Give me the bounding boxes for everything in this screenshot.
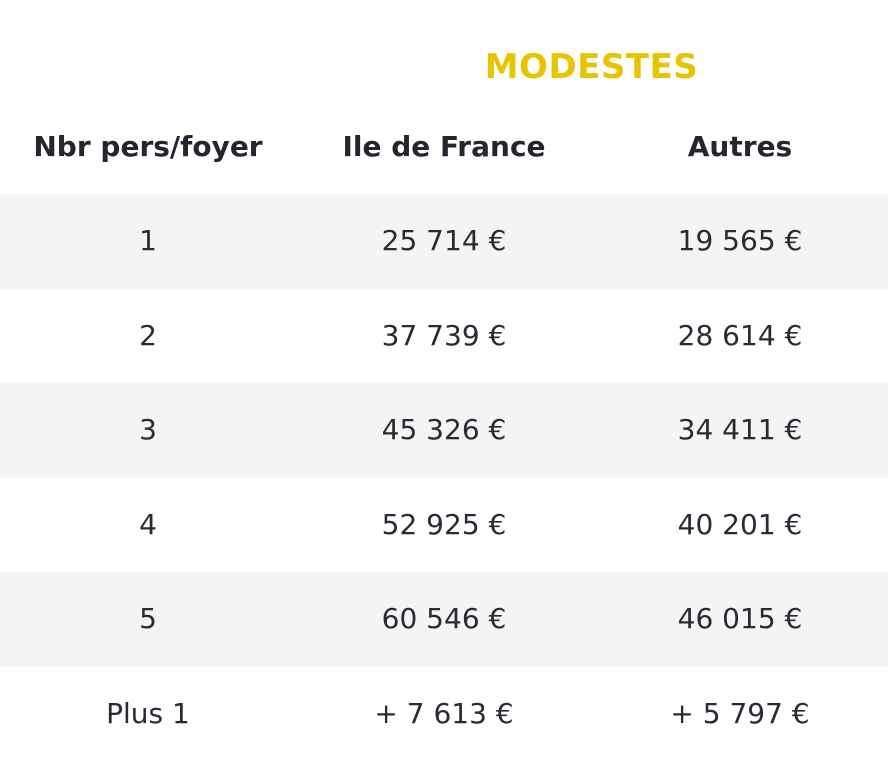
cell-autres: 46 015 € bbox=[677, 602, 803, 636]
cell-household-size: 1 bbox=[139, 224, 157, 258]
header-autres: Autres bbox=[687, 130, 793, 163]
header-household-size: Nbr pers/foyer bbox=[33, 130, 263, 163]
table-row: 4 52 925 € 40 201 € bbox=[0, 478, 888, 573]
cell-autres: + 5 797 € bbox=[670, 696, 810, 730]
cell-ile-de-france: 45 326 € bbox=[381, 413, 507, 447]
header-ile-de-france: Ile de France bbox=[342, 130, 546, 163]
table-row: 1 25 714 € 19 565 € bbox=[0, 194, 888, 289]
cell-ile-de-france: + 7 613 € bbox=[374, 696, 514, 730]
table-row: 2 37 739 € 28 614 € bbox=[0, 289, 888, 384]
page-title: MODESTES bbox=[484, 47, 699, 87]
cell-household-size: 5 bbox=[139, 602, 157, 636]
cell-ile-de-france: 60 546 € bbox=[381, 602, 507, 636]
cell-household-size: 4 bbox=[139, 507, 157, 541]
cell-household-size: 2 bbox=[139, 318, 157, 352]
cell-household-size: 3 bbox=[139, 413, 157, 447]
cell-ile-de-france: 37 739 € bbox=[381, 318, 507, 352]
cell-autres: 19 565 € bbox=[677, 224, 803, 258]
cell-autres: 40 201 € bbox=[677, 507, 803, 541]
cell-autres: 34 411 € bbox=[677, 413, 803, 447]
cell-ile-de-france: 52 925 € bbox=[381, 507, 507, 541]
table-row: Plus 1 + 7 613 € + 5 797 € bbox=[0, 667, 888, 762]
table-row: 3 45 326 € 34 411 € bbox=[0, 383, 888, 478]
table-header-row: Nbr pers/foyer Ile de France Autres bbox=[0, 100, 888, 194]
cell-ile-de-france: 25 714 € bbox=[381, 224, 507, 258]
table-row: 5 60 546 € 46 015 € bbox=[0, 572, 888, 667]
income-table: Nbr pers/foyer Ile de France Autres 1 25… bbox=[0, 100, 888, 761]
cell-autres: 28 614 € bbox=[677, 318, 803, 352]
cell-household-size: Plus 1 bbox=[106, 696, 190, 730]
